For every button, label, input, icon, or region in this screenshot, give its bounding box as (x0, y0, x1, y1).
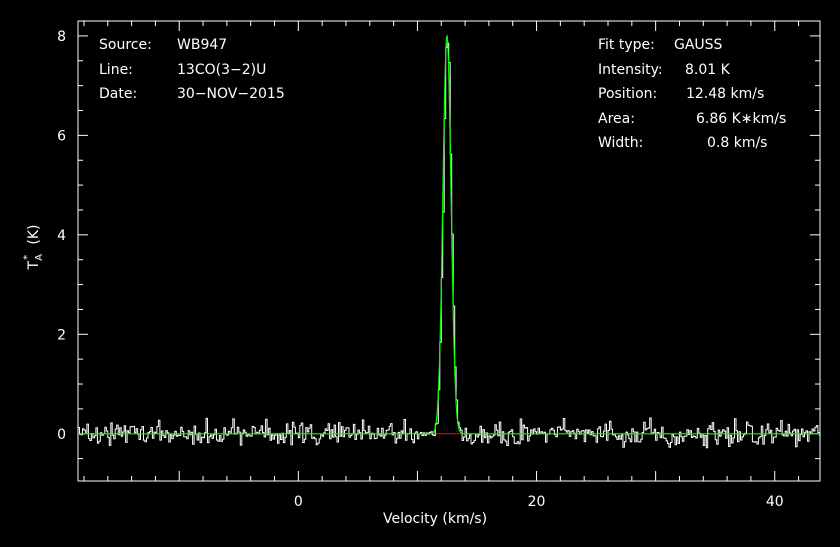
fit-type-key: Fit type: (598, 37, 655, 53)
fit-type-value: GAUSS (674, 37, 723, 53)
x-tick-label: 40 (766, 494, 784, 510)
area-key: Area: (598, 111, 635, 127)
line-key: Line: (99, 62, 133, 78)
line-value: 13CO(3−2)U (177, 62, 267, 78)
spectrum-data-line (78, 42, 820, 449)
y-axis-label: T*A (K) (22, 207, 45, 287)
position-key: Position: (598, 86, 658, 102)
y-tick-label: 6 (57, 128, 66, 144)
date-value: 30−NOV−2015 (177, 86, 285, 102)
y-tick-label: 4 (57, 228, 66, 244)
area-value: 6.86 K∗km/s (696, 111, 787, 127)
x-axis-label: Velocity (km/s) (383, 511, 488, 527)
date-key: Date: (99, 86, 138, 102)
y-tick-label: 2 (57, 327, 66, 343)
axis-tick-labels: 0 20 40 0 2 4 6 8 (57, 29, 784, 510)
width-key: Width: (598, 135, 644, 151)
intensity-value: 8.01 K (685, 62, 730, 78)
source-key: Source: (99, 37, 152, 53)
y-axis-label-unit: (K) (26, 224, 42, 245)
x-tick-label: 0 (294, 494, 303, 510)
gauss-fit-line (78, 34, 820, 435)
y-tick-label: 0 (57, 427, 66, 443)
position-value: 12.48 km/s (686, 86, 765, 102)
y-axis-label-sub: A (34, 254, 45, 261)
y-axis-label-sup: * (22, 254, 33, 260)
y-axis-label-main: T (26, 260, 42, 270)
source-value: WB947 (177, 37, 228, 53)
y-tick-label: 8 (57, 29, 66, 45)
plot-frame (77, 20, 821, 482)
y-axis-label-sub-sup: *A (22, 249, 45, 261)
x-tick-label: 20 (528, 494, 546, 510)
width-value: 0.8 km/s (707, 135, 768, 151)
axis-ticks (78, 21, 820, 481)
intensity-key: Intensity: (598, 62, 663, 78)
